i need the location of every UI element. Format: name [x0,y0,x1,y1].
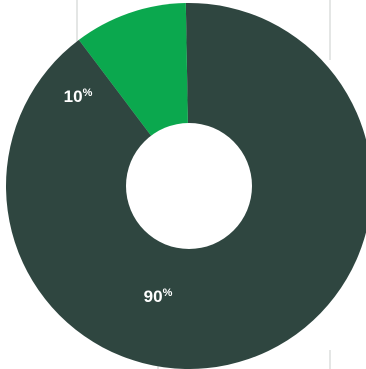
data-label-10: 10% [64,87,93,106]
data-label-90-value: 90 [144,287,163,306]
data-label-10-unit: % [83,87,93,99]
donut-center-hole [126,123,252,249]
data-label-90: 90% [144,287,173,306]
data-label-10-value: 10 [64,87,83,106]
data-label-90-unit: % [163,287,173,299]
